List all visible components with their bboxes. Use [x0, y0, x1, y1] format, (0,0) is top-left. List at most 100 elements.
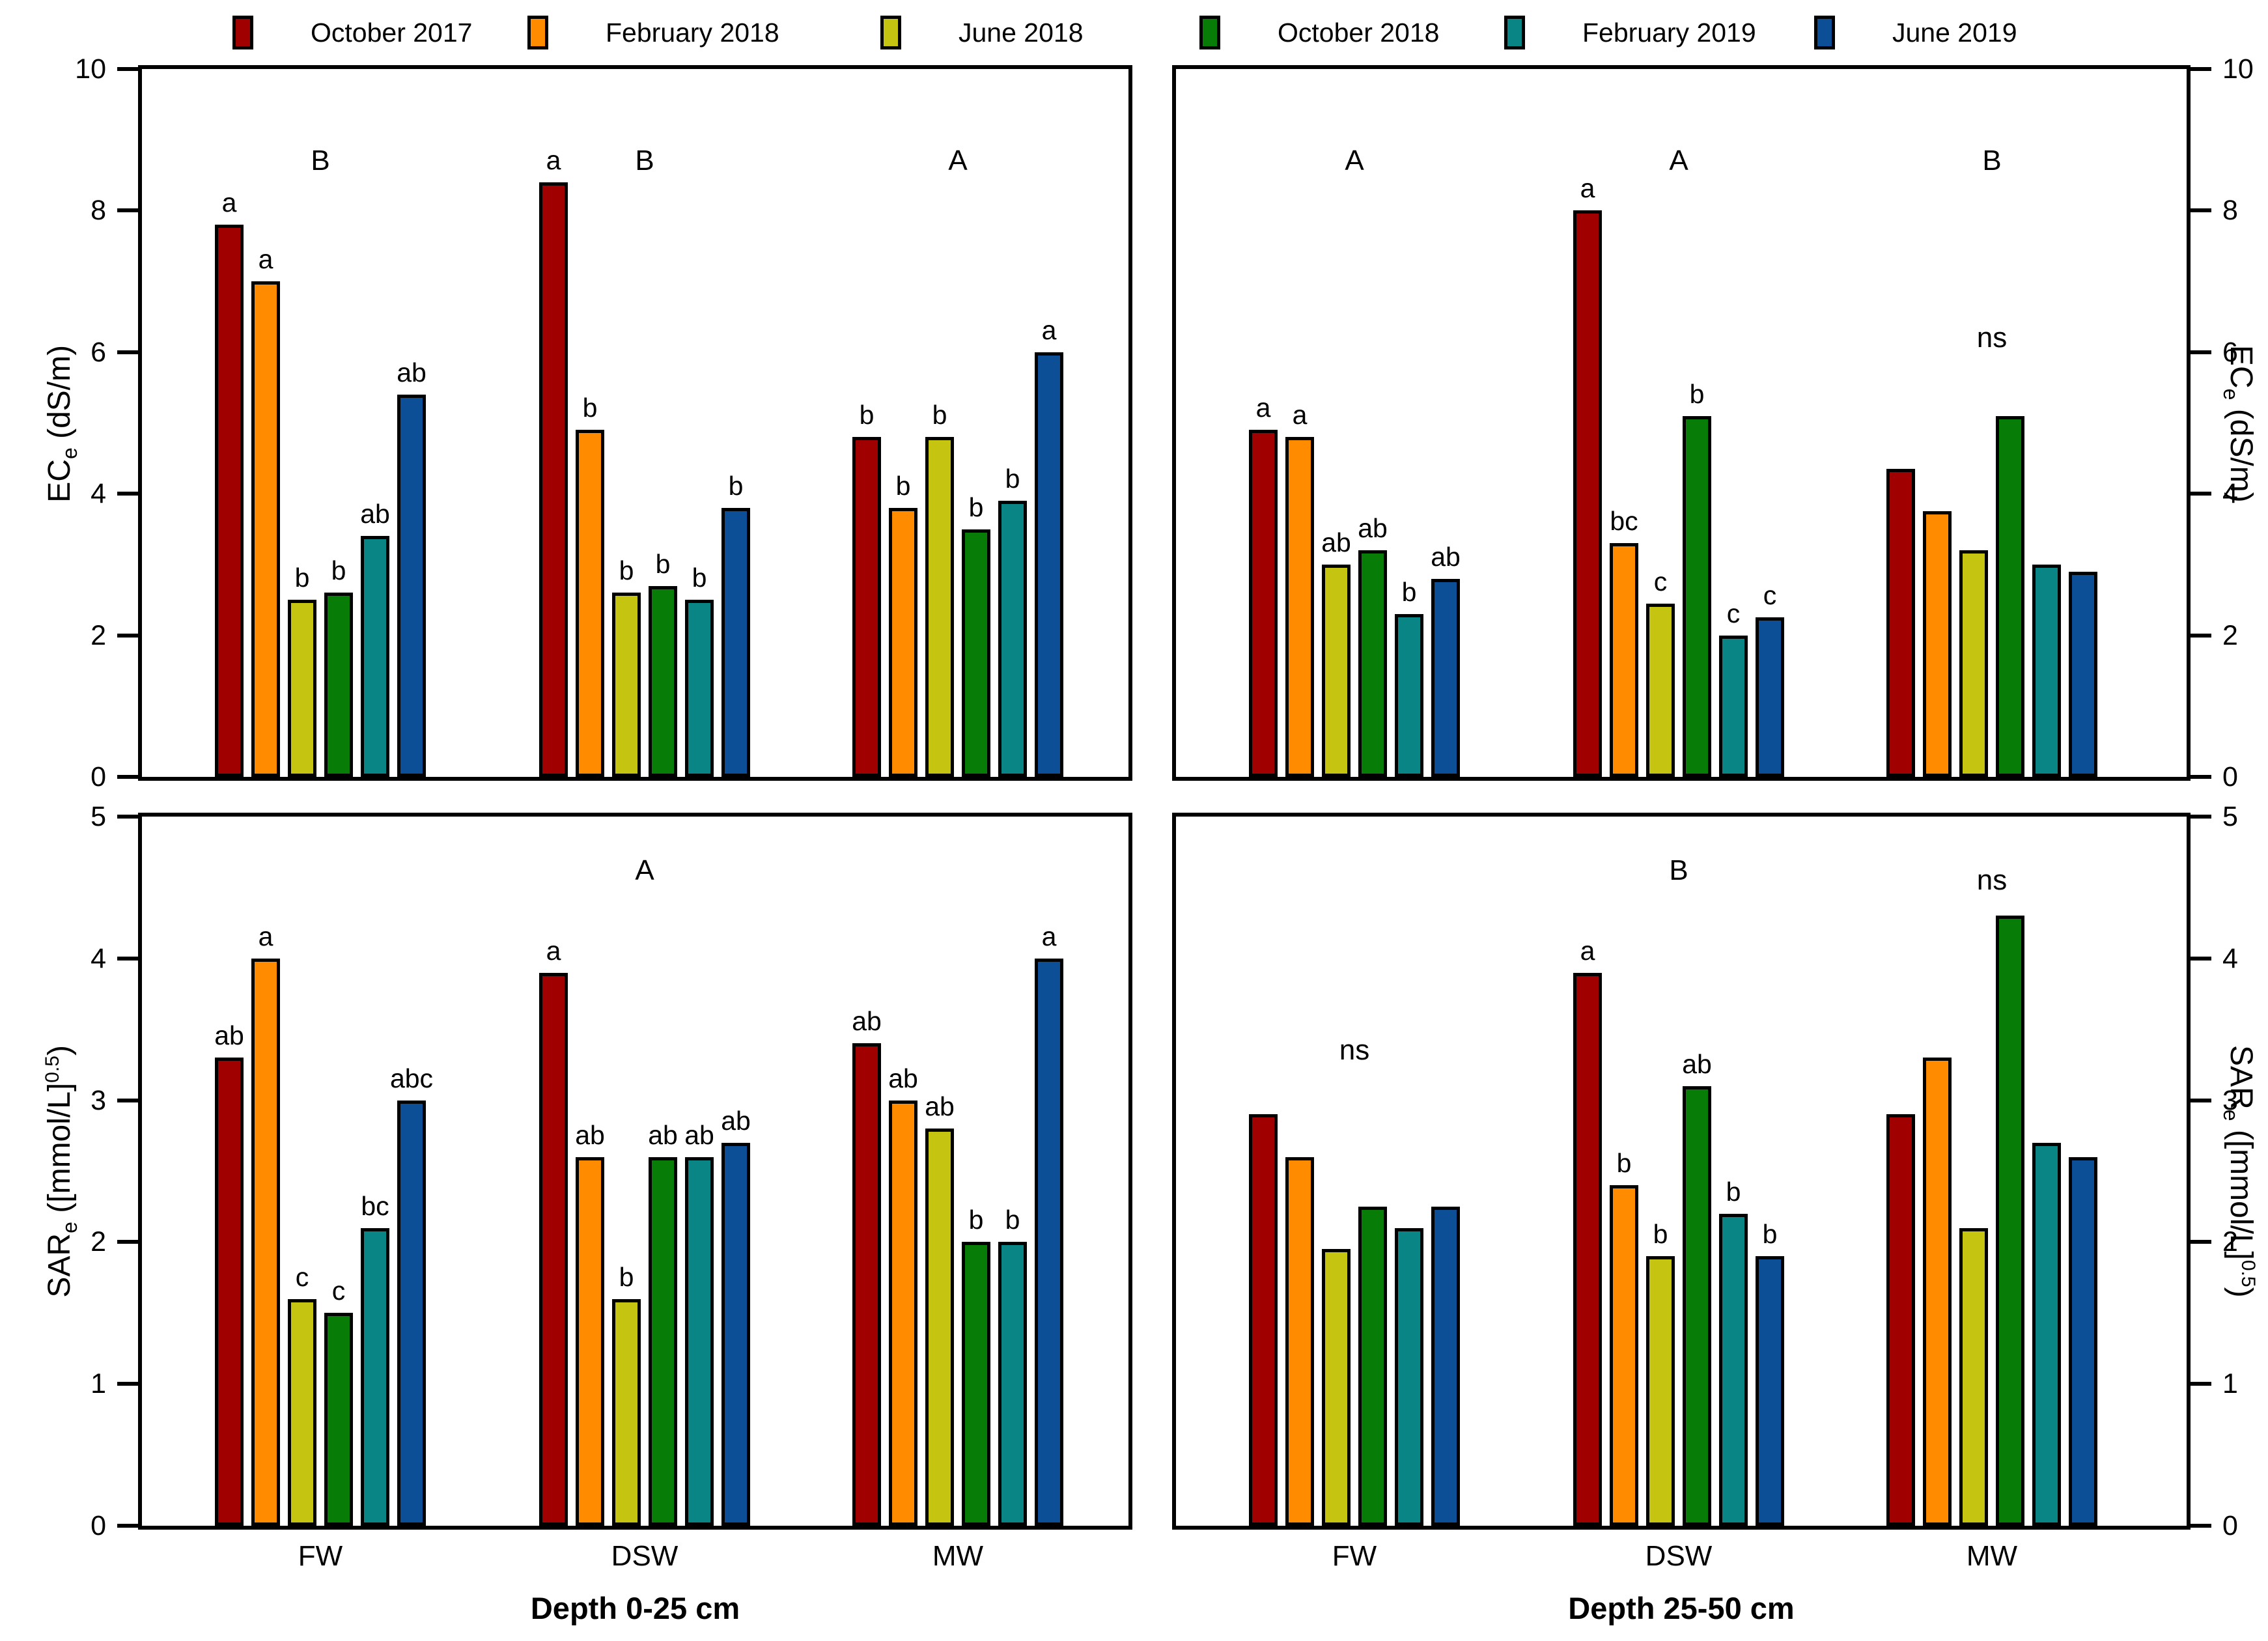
- bar-fw-october-2017: [215, 1058, 244, 1526]
- bar-dsw-october-2017: [1573, 972, 1602, 1526]
- y-axis-tick: [2191, 1524, 2211, 1528]
- y-tick-label: 6: [2222, 336, 2238, 368]
- bar-fw-june-2018: [1322, 1249, 1351, 1526]
- bar-mw-june-2019: [1035, 352, 1063, 777]
- legend-item: February 2018: [527, 12, 779, 53]
- legend-swatch-june-2018: [880, 16, 901, 49]
- axis-title-text: (dS/m): [42, 344, 77, 448]
- significance-letter: b: [968, 1205, 984, 1235]
- y-axis-tick: [117, 775, 138, 779]
- y-axis-tick: [117, 1382, 138, 1386]
- bar-dsw-february-2019: [685, 1157, 714, 1526]
- legend-item: June 2019: [1814, 12, 2017, 53]
- group-significance-letter: B: [635, 145, 654, 177]
- significance-letter: ab: [888, 1063, 918, 1093]
- y-tick-label: 3: [91, 1084, 106, 1116]
- significance-letter: b: [1005, 1205, 1020, 1235]
- bar-fw-february-2018: [1285, 1157, 1314, 1526]
- legend-item: February 2019: [1504, 12, 1756, 53]
- axis-title-text: ([mmol/L]: [2223, 1121, 2258, 1260]
- bar-fw-june-2018: [288, 1298, 316, 1526]
- y-tick-label: 4: [2222, 942, 2238, 974]
- significance-letter: a: [1580, 935, 1595, 966]
- bar-fw-february-2019: [361, 536, 389, 777]
- significance-letter: b: [655, 548, 671, 579]
- y-axis-tick: [2191, 1098, 2211, 1102]
- significance-letter: b: [1762, 1219, 1778, 1250]
- y-axis-tick: [117, 492, 138, 496]
- significance-letter: a: [258, 244, 273, 275]
- bar-fw-february-2018: [251, 281, 280, 777]
- legend-swatch-february-2018: [527, 16, 548, 49]
- significance-letter: bc: [1610, 506, 1638, 537]
- x-category-label-dsw: DSW: [1645, 1540, 1713, 1572]
- axis-title-sub: e: [57, 1222, 81, 1233]
- bar-dsw-february-2019: [1719, 1213, 1748, 1526]
- legend-swatch-june-2019: [1814, 16, 1835, 49]
- y-tick-label: 5: [2222, 801, 2238, 832]
- bar-dsw-february-2018: [576, 430, 604, 777]
- bar-mw-february-2018: [889, 1100, 917, 1526]
- bar-fw-february-2019: [361, 1227, 389, 1526]
- bar-mw-october-2018: [1996, 415, 2024, 777]
- significance-letter: b: [619, 1261, 634, 1292]
- axis-title-sup: 0.5: [42, 1056, 64, 1083]
- bar-dsw-october-2017: [1573, 210, 1602, 777]
- bar-mw-june-2018: [1959, 550, 1988, 777]
- bar-mw-october-2018: [962, 1242, 990, 1526]
- y-axis-tick: [117, 633, 138, 638]
- bar-mw-june-2019: [2069, 571, 2097, 777]
- bar-mw-june-2018: [925, 1129, 954, 1526]
- significance-letter: ab: [684, 1119, 714, 1150]
- bar-fw-february-2019: [1395, 614, 1423, 777]
- bar-fw-october-2018: [324, 1313, 353, 1526]
- significance-letter: c: [1653, 566, 1668, 596]
- significance-letter: b: [1005, 464, 1020, 494]
- bar-mw-february-2019: [998, 1242, 1027, 1526]
- bar-fw-june-2019: [397, 395, 426, 777]
- y-tick-label: 4: [91, 942, 106, 974]
- y-axis-tick: [2191, 67, 2211, 71]
- y-axis-tick: [117, 1240, 138, 1244]
- group-significance-letter: A: [948, 145, 968, 177]
- y-axis-tick: [2191, 350, 2211, 354]
- y-axis-tick: [2191, 815, 2211, 819]
- y-tick-label: 2: [91, 1226, 106, 1258]
- bar-fw-june-2018: [1322, 564, 1351, 777]
- significance-letter: ab: [648, 1119, 678, 1150]
- legend-item: October 2018: [1199, 12, 1439, 53]
- bar-fw-october-2018: [324, 593, 353, 777]
- significance-letter: ab: [852, 1006, 882, 1037]
- axis-title-text: ): [2223, 1287, 2258, 1298]
- y-axis-title-sar-left: SARe ([mmol/L]0.5): [42, 683, 82, 1641]
- legend-swatch-october-2018: [1199, 16, 1220, 49]
- bar-fw-february-2018: [251, 958, 280, 1526]
- bar-fw-october-2017: [1249, 430, 1278, 777]
- y-tick-label: 0: [91, 1510, 106, 1541]
- bar-dsw-june-2019: [721, 507, 750, 777]
- bar-dsw-june-2018: [1646, 603, 1675, 777]
- bar-mw-october-2018: [962, 529, 990, 777]
- legend-swatch-october-2017: [232, 16, 253, 49]
- bar-dsw-october-2018: [1683, 1086, 1711, 1526]
- bar-fw-october-2018: [1358, 550, 1387, 777]
- significance-letter: ab: [721, 1105, 751, 1136]
- legend-label: June 2018: [959, 17, 1084, 48]
- legend-item: October 2017: [232, 12, 472, 53]
- axis-title-sub: e: [2219, 1109, 2243, 1121]
- significance-letter: b: [294, 563, 310, 593]
- y-axis-tick: [2191, 208, 2211, 213]
- significance-letter: b: [582, 393, 598, 423]
- bar-dsw-june-2018: [1646, 1256, 1675, 1526]
- y-axis-tick: [2191, 1382, 2211, 1386]
- axis-title-text: EC: [42, 459, 77, 503]
- axis-title-sup: 0.5: [2237, 1259, 2259, 1287]
- y-tick-label: 2: [91, 619, 106, 651]
- significance-letter: b: [1653, 1219, 1668, 1250]
- legend-label: June 2019: [1892, 17, 2017, 48]
- axis-title-text: SAR: [42, 1233, 77, 1298]
- significance-letter: b: [728, 470, 744, 501]
- group-significance-letter: A: [635, 854, 654, 886]
